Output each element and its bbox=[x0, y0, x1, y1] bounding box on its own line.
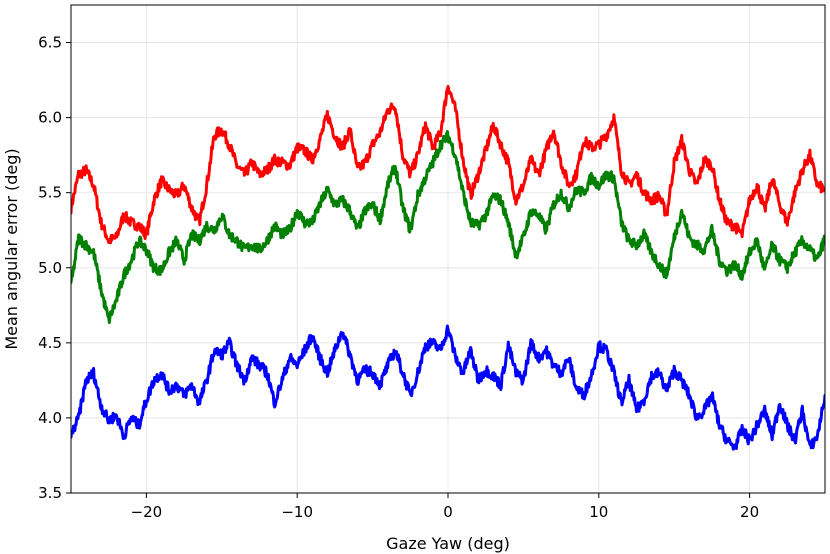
y-tick-label: 5.5 bbox=[38, 184, 62, 202]
x-tick-label: 10 bbox=[589, 503, 608, 521]
x-axis: −20 −10 0 10 20 bbox=[131, 493, 759, 521]
series-line bbox=[71, 324, 825, 451]
x-tick-label: −10 bbox=[281, 503, 313, 521]
y-axis: 3.5 4.0 4.5 5.0 5.5 6.0 6.5 bbox=[38, 34, 71, 502]
y-tick-label: 3.5 bbox=[38, 484, 62, 502]
y-tick-label: 6.0 bbox=[38, 109, 62, 127]
x-axis-label: Gaze Yaw (deg) bbox=[386, 534, 510, 553]
y-tick-label: 6.5 bbox=[38, 34, 62, 52]
series-group bbox=[71, 85, 825, 451]
y-tick-label: 4.0 bbox=[38, 409, 62, 427]
x-tick-label: 20 bbox=[740, 503, 759, 521]
x-tick-label: −20 bbox=[131, 503, 163, 521]
y-tick-label: 5.0 bbox=[38, 259, 62, 277]
y-axis-label: Mean angular error (deg) bbox=[2, 148, 21, 349]
series-line bbox=[71, 85, 825, 245]
y-tick-label: 4.5 bbox=[38, 334, 62, 352]
x-tick-label: 0 bbox=[443, 503, 453, 521]
series-line bbox=[71, 130, 825, 324]
grid bbox=[71, 5, 825, 494]
